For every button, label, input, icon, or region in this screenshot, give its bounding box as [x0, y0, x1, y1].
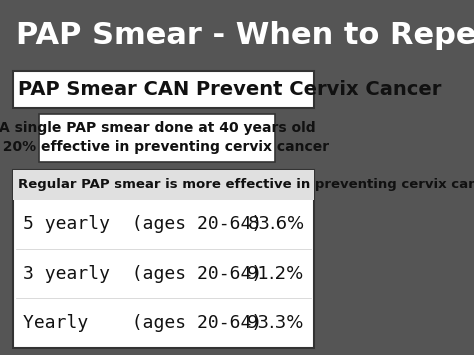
- Text: 3 yearly  (ages 20-64): 3 yearly (ages 20-64): [23, 265, 262, 283]
- Text: A single PAP smear done at 40 years old
is 20% effective in preventing cervix ca: A single PAP smear done at 40 years old …: [0, 121, 329, 154]
- FancyBboxPatch shape: [13, 71, 314, 108]
- Text: 5 yearly  (ages 20-64): 5 yearly (ages 20-64): [23, 215, 262, 233]
- Text: PAP Smear CAN Prevent Cervix Cancer: PAP Smear CAN Prevent Cervix Cancer: [18, 80, 441, 99]
- Text: Regular PAP smear is more effective in preventing cervix cancer: Regular PAP smear is more effective in p…: [18, 179, 474, 191]
- Text: 91.2%: 91.2%: [247, 265, 304, 283]
- Text: 93.3%: 93.3%: [247, 314, 304, 332]
- FancyBboxPatch shape: [13, 170, 314, 348]
- FancyBboxPatch shape: [39, 114, 275, 162]
- Text: 83.6%: 83.6%: [247, 215, 304, 233]
- FancyBboxPatch shape: [13, 170, 314, 200]
- Text: PAP Smear - When to Repeat: PAP Smear - When to Repeat: [17, 21, 474, 50]
- Text: Yearly    (ages 20-64): Yearly (ages 20-64): [23, 314, 262, 332]
